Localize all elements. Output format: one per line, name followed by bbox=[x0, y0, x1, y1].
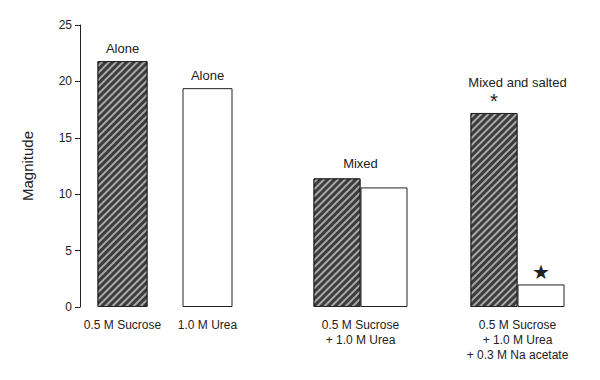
svg-text:1.0 M Urea: 1.0 M Urea bbox=[178, 318, 238, 332]
svg-text:5: 5 bbox=[65, 244, 72, 258]
svg-text:+ 0.3 M Na acetate: + 0.3 M Na acetate bbox=[467, 348, 569, 362]
svg-text:Alone: Alone bbox=[106, 41, 139, 56]
svg-text:0: 0 bbox=[65, 300, 72, 314]
svg-text:★: ★ bbox=[532, 261, 550, 283]
svg-text:*: * bbox=[490, 90, 498, 112]
svg-text:+ 1.0 M Urea: + 1.0 M Urea bbox=[483, 333, 553, 347]
svg-text:Mixed and salted: Mixed and salted bbox=[468, 75, 566, 90]
svg-text:0.5 M Sucrose: 0.5 M Sucrose bbox=[479, 318, 557, 332]
svg-text:0.5 M Sucrose: 0.5 M Sucrose bbox=[322, 318, 400, 332]
svg-text:Alone: Alone bbox=[191, 68, 224, 83]
svg-text:10: 10 bbox=[59, 187, 73, 201]
svg-text:0.5 M Sucrose: 0.5 M Sucrose bbox=[84, 318, 162, 332]
svg-text:25: 25 bbox=[59, 18, 73, 32]
svg-text:15: 15 bbox=[59, 131, 73, 145]
svg-text:Mixed: Mixed bbox=[343, 156, 378, 171]
svg-text:20: 20 bbox=[59, 74, 73, 88]
svg-text:Magnitude: Magnitude bbox=[19, 131, 36, 201]
svg-text:+ 1.0 M Urea: + 1.0 M Urea bbox=[326, 333, 396, 347]
